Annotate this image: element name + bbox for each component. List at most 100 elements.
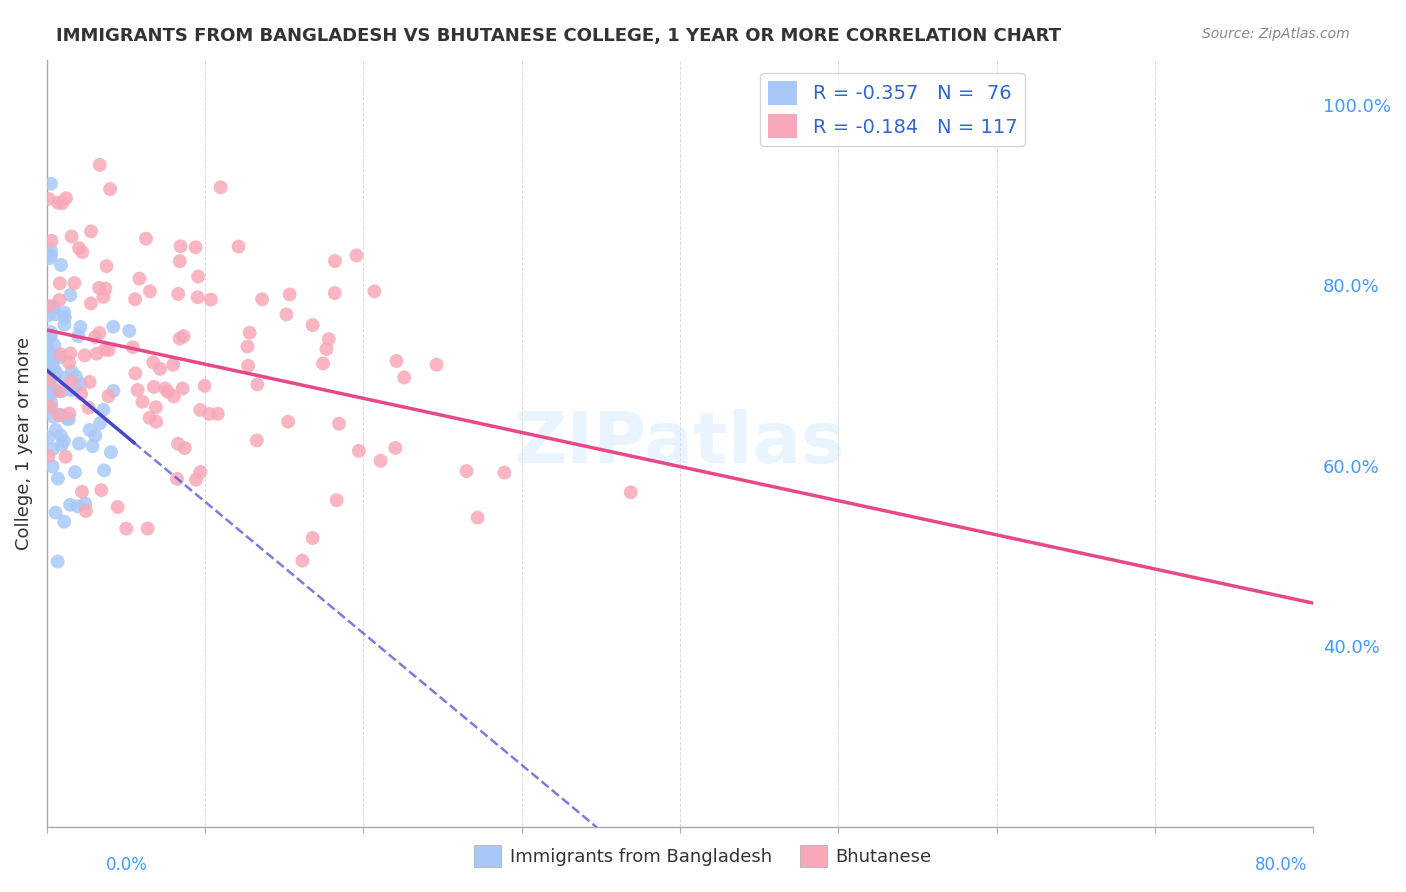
Point bbox=[467, 510, 489, 524]
Point bbox=[37, 449, 59, 463]
Point bbox=[163, 389, 186, 403]
Point bbox=[39, 325, 62, 339]
Point bbox=[49, 428, 72, 442]
Point bbox=[45, 366, 67, 380]
Point bbox=[291, 553, 314, 567]
Point bbox=[250, 293, 273, 307]
Point bbox=[42, 301, 65, 315]
Point bbox=[620, 485, 643, 500]
Text: 0.0%: 0.0% bbox=[105, 855, 148, 873]
Point bbox=[98, 182, 121, 196]
Point bbox=[328, 417, 350, 431]
Point bbox=[75, 496, 97, 510]
Point bbox=[46, 555, 69, 569]
Point bbox=[142, 355, 165, 369]
Y-axis label: College, 1 year or more: College, 1 year or more bbox=[15, 336, 32, 549]
Point bbox=[315, 342, 337, 356]
Point bbox=[52, 434, 75, 448]
Point bbox=[142, 380, 165, 394]
Point bbox=[58, 356, 80, 370]
Point bbox=[51, 196, 73, 211]
Point bbox=[162, 358, 184, 372]
Point bbox=[42, 442, 65, 456]
Point bbox=[207, 407, 229, 421]
Point bbox=[277, 415, 299, 429]
Point bbox=[66, 500, 89, 514]
Point bbox=[45, 423, 67, 437]
Point bbox=[37, 430, 59, 444]
Point bbox=[153, 382, 176, 396]
Point bbox=[56, 412, 79, 426]
Text: ZIPatlas: ZIPatlas bbox=[515, 409, 845, 478]
Point bbox=[58, 412, 80, 426]
Point bbox=[48, 384, 70, 399]
Text: 80.0%: 80.0% bbox=[1256, 855, 1308, 873]
Text: IMMIGRANTS FROM BANGLADESH VS BHUTANESE COLLEGE, 1 YEAR OR MORE CORRELATION CHAR: IMMIGRANTS FROM BANGLADESH VS BHUTANESE … bbox=[56, 27, 1062, 45]
Point bbox=[41, 234, 63, 248]
Point bbox=[103, 319, 125, 334]
Point bbox=[77, 401, 100, 415]
Point bbox=[86, 347, 108, 361]
Point bbox=[426, 358, 449, 372]
Point bbox=[246, 377, 269, 392]
Point bbox=[65, 381, 87, 395]
Point bbox=[55, 191, 77, 205]
Point bbox=[194, 379, 217, 393]
Point bbox=[44, 307, 66, 321]
Point bbox=[63, 465, 86, 479]
Point bbox=[39, 373, 62, 387]
Point bbox=[39, 328, 62, 343]
Point bbox=[100, 445, 122, 459]
Point bbox=[173, 329, 195, 343]
Point bbox=[37, 343, 59, 358]
Point bbox=[94, 282, 117, 296]
Point bbox=[91, 290, 114, 304]
Point bbox=[169, 239, 191, 253]
Point bbox=[136, 522, 159, 536]
Point bbox=[89, 326, 111, 340]
Point bbox=[72, 245, 94, 260]
Point bbox=[166, 472, 188, 486]
Point bbox=[312, 356, 335, 370]
Point bbox=[94, 343, 117, 357]
Point bbox=[90, 483, 112, 497]
Point bbox=[53, 306, 76, 320]
Point bbox=[323, 286, 346, 301]
Point bbox=[39, 395, 62, 409]
Point bbox=[139, 284, 162, 298]
Point bbox=[246, 434, 269, 448]
Point bbox=[44, 338, 66, 352]
Point bbox=[48, 383, 70, 397]
Point bbox=[73, 348, 96, 362]
Point bbox=[39, 330, 62, 344]
Point bbox=[96, 259, 118, 273]
Point bbox=[187, 269, 209, 284]
Point bbox=[67, 329, 90, 343]
Point bbox=[93, 402, 115, 417]
Point bbox=[67, 241, 90, 255]
Point bbox=[39, 243, 62, 257]
Point bbox=[209, 180, 232, 194]
Point bbox=[58, 407, 80, 421]
Point bbox=[38, 252, 60, 266]
Point bbox=[37, 350, 59, 364]
Point bbox=[169, 254, 191, 268]
Point bbox=[188, 403, 211, 417]
Point bbox=[301, 531, 323, 545]
Point bbox=[236, 339, 259, 353]
Point bbox=[103, 384, 125, 398]
Point bbox=[67, 436, 90, 450]
Point bbox=[89, 416, 111, 430]
Point bbox=[363, 285, 385, 299]
Point bbox=[53, 371, 76, 385]
Point bbox=[301, 318, 323, 332]
Point bbox=[121, 340, 143, 354]
Point bbox=[173, 441, 195, 455]
Point bbox=[80, 224, 103, 238]
Point bbox=[89, 158, 111, 172]
Point bbox=[79, 375, 101, 389]
Point bbox=[37, 386, 59, 401]
Point bbox=[37, 364, 59, 378]
Point bbox=[392, 370, 415, 384]
Point bbox=[138, 410, 160, 425]
